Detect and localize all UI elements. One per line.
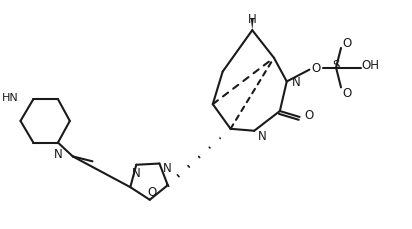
Text: N: N <box>292 76 301 89</box>
Text: N: N <box>258 130 267 143</box>
Text: O: O <box>147 185 156 199</box>
Text: N: N <box>132 166 140 179</box>
Text: S: S <box>332 59 340 72</box>
Text: O: O <box>342 86 351 99</box>
Text: N: N <box>54 147 62 160</box>
Text: H: H <box>248 13 257 26</box>
Text: O: O <box>342 37 351 50</box>
Text: O: O <box>305 109 314 122</box>
Text: N: N <box>163 161 172 174</box>
Text: O: O <box>312 62 321 75</box>
Polygon shape <box>251 19 254 31</box>
Text: OH: OH <box>362 59 379 72</box>
Text: HN: HN <box>2 93 19 103</box>
